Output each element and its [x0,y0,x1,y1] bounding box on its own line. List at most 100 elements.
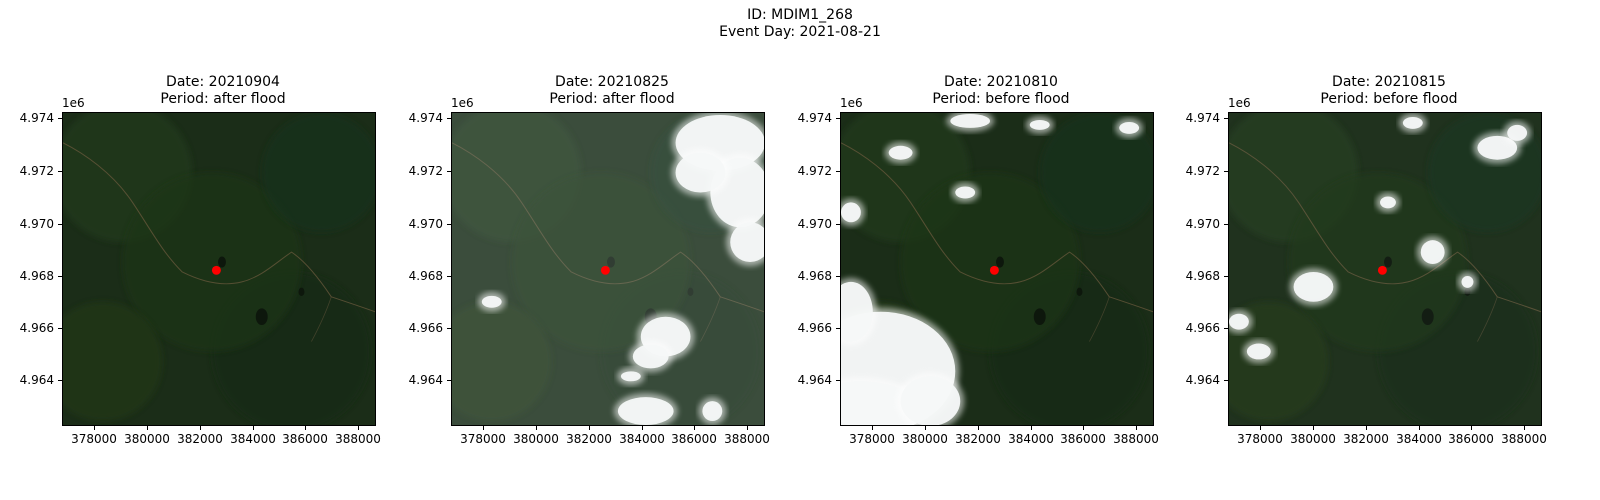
x-tick-label: 380000 [1290,432,1336,446]
y-tick-mark [1224,328,1228,329]
image-panel: Date: 20210815 Period: before flood 1e6 4.9… [1166,0,1547,500]
x-tick-mark [483,426,484,430]
y-tick-mark [836,328,840,329]
panel-date: Date: 20210904 [166,74,280,90]
satellite-image [62,112,376,426]
x-tick-label: 386000 [282,432,328,446]
road-line [452,142,764,313]
x-tick-label: 384000 [1396,432,1442,446]
cloud [900,376,961,425]
y-tick-mark [58,328,62,329]
x-tick-mark [978,426,979,430]
y-tick-mark [1224,171,1228,172]
y-tick-mark [1224,118,1228,119]
cloud [955,186,976,199]
panel-title: Date: 20210904 Period: after flood [62,74,384,108]
y-tick-label: 4.970 [797,217,832,231]
panel-title: Date: 20210810 Period: before flood [840,74,1162,108]
location-marker [1377,265,1387,275]
x-tick-label: 386000 [1448,432,1494,446]
y-tick-mark [447,171,451,172]
y-tick-label: 4.964 [19,373,54,387]
x-tick-label: 384000 [619,432,665,446]
y-tick-mark [836,380,840,381]
y-offset-label: 1e6 [840,96,863,110]
y-tick-label: 4.972 [19,164,54,178]
y-tick-label: 4.974 [408,111,443,125]
x-tick-mark [1031,426,1032,430]
y-tick-label: 4.966 [408,321,443,335]
x-tick-label: 388000 [1501,432,1547,446]
x-tick-mark [147,426,148,430]
satellite-image [451,112,765,426]
x-tick-mark [1524,426,1525,430]
y-tick-label: 4.968 [19,269,54,283]
cloud [1507,124,1528,141]
x-tick-label: 378000 [849,432,895,446]
x-tick-label: 384000 [1008,432,1054,446]
y-offset-label: 1e6 [62,96,85,110]
figure-title-id: ID: MDIM1_268 [747,7,853,23]
x-tick-mark [1313,426,1314,430]
y-offset-label: 1e6 [1228,96,1251,110]
cloud [1246,343,1271,360]
cloud [617,397,674,425]
y-tick-label: 4.966 [797,321,832,335]
x-tick-mark [872,426,873,430]
satellite-image [840,112,1154,426]
x-tick-mark [925,426,926,430]
y-tick-mark [447,224,451,225]
cloud [888,145,913,160]
cloud [1402,116,1423,129]
road-line [63,142,375,313]
x-tick-label: 380000 [513,432,559,446]
x-tick-label: 382000 [955,432,1001,446]
y-tick-mark [836,224,840,225]
y-tick-label: 4.974 [19,111,54,125]
y-tick-mark [447,118,451,119]
x-tick-mark [200,426,201,430]
x-tick-mark [358,426,359,430]
y-tick-label: 4.966 [19,321,54,335]
x-tick-label: 382000 [566,432,612,446]
x-tick-label: 386000 [1060,432,1106,446]
road-line [841,142,1153,313]
y-tick-label: 4.970 [408,217,443,231]
y-tick-mark [58,224,62,225]
y-tick-label: 4.968 [797,269,832,283]
y-tick-mark [836,118,840,119]
satellite-image [1228,112,1542,426]
y-tick-mark [1224,224,1228,225]
panel-period: Period: after flood [160,91,286,107]
panel-date: Date: 20210810 [944,74,1058,90]
x-tick-mark [1366,426,1367,430]
x-tick-mark [536,426,537,430]
y-tick-label: 4.970 [1185,217,1220,231]
x-tick-mark [1419,426,1420,430]
y-tick-mark [447,328,451,329]
x-tick-label: 378000 [71,432,117,446]
cloud [1293,271,1334,302]
x-tick-mark [253,426,254,430]
x-tick-label: 388000 [724,432,770,446]
cloud [632,344,669,369]
x-tick-mark [694,426,695,430]
figure-title-event-day: Event Day: 2021-08-21 [719,24,881,40]
x-tick-mark [589,426,590,430]
x-tick-mark [1260,426,1261,430]
figure-title: ID: MDIM1_268 Event Day: 2021-08-21 [0,7,1600,41]
x-tick-label: 386000 [671,432,717,446]
y-tick-mark [447,380,451,381]
y-tick-label: 4.968 [1185,269,1220,283]
cloud [1029,119,1050,130]
y-tick-mark [58,380,62,381]
y-tick-label: 4.964 [1185,373,1220,387]
x-tick-mark [94,426,95,430]
cloud [950,113,991,128]
y-offset-label: 1e6 [451,96,474,110]
x-tick-mark [305,426,306,430]
cloud [730,222,764,263]
x-tick-label: 388000 [335,432,381,446]
x-tick-mark [747,426,748,430]
x-tick-label: 380000 [124,432,170,446]
